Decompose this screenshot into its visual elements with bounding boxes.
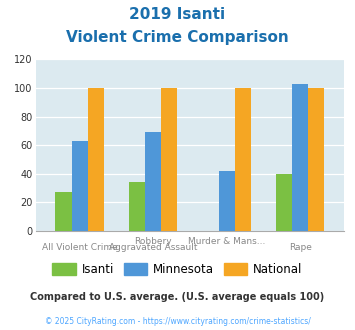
Text: Violent Crime Comparison: Violent Crime Comparison [66,30,289,45]
Bar [145,132,161,231]
Bar [129,182,145,231]
Bar [55,192,72,231]
Text: All Violent Crime: All Violent Crime [42,243,118,252]
Bar [88,88,104,231]
Text: Compared to U.S. average. (U.S. average equals 100): Compared to U.S. average. (U.S. average … [31,292,324,302]
Text: Robbery: Robbery [134,237,172,246]
Text: Rape: Rape [289,243,312,252]
Bar [292,84,308,231]
Text: 2019 Isanti: 2019 Isanti [130,7,225,21]
Legend: Isanti, Minnesota, National: Isanti, Minnesota, National [48,258,307,281]
Bar [219,171,235,231]
Bar [308,88,324,231]
Text: Aggravated Assault: Aggravated Assault [109,243,197,252]
Bar [72,141,88,231]
Bar [161,88,178,231]
Bar [235,88,251,231]
Text: © 2025 CityRating.com - https://www.cityrating.com/crime-statistics/: © 2025 CityRating.com - https://www.city… [45,317,310,326]
Bar [276,174,292,231]
Text: Murder & Mans...: Murder & Mans... [188,237,266,246]
